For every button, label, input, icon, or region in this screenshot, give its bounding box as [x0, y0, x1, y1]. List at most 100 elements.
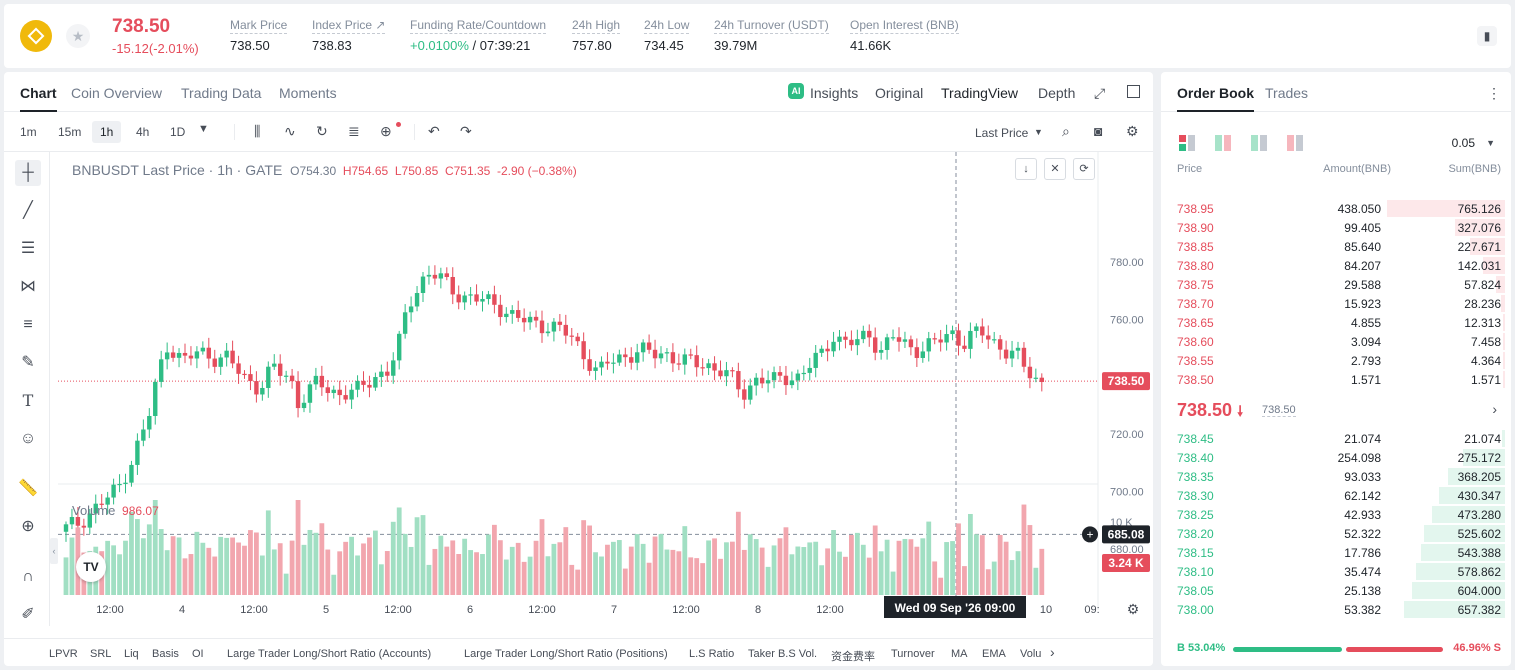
fib-tool-icon[interactable]: ≡: [23, 316, 33, 333]
volume-bar: [962, 566, 967, 595]
ask-row[interactable]: 738.95 438.050 765.126: [1177, 199, 1505, 218]
tab-trading-data[interactable]: Trading Data: [181, 85, 262, 101]
camera-icon[interactable]: ◙: [1094, 123, 1103, 139]
indicator-item[interactable]: LPVR: [49, 648, 78, 660]
indicator-item[interactable]: EMA: [982, 648, 1006, 660]
chevron-right-icon[interactable]: ›: [1492, 401, 1497, 417]
tab-tradingview[interactable]: TradingView: [941, 85, 1019, 101]
interval-1m[interactable]: 1m: [20, 125, 37, 139]
indicators-icon[interactable]: ∿: [284, 123, 296, 139]
bid-row[interactable]: 738.20 52.322 525.602: [1177, 524, 1505, 543]
bid-row[interactable]: 738.15 17.786 543.388: [1177, 543, 1505, 562]
book-icon[interactable]: ▮: [1477, 26, 1497, 46]
add-alert-icon: [1082, 526, 1098, 543]
collapse-toolbar-icon[interactable]: ‹: [50, 538, 58, 564]
indicator-item[interactable]: 资金费率: [831, 651, 875, 663]
layout-square-icon[interactable]: [1127, 85, 1140, 98]
ask-row[interactable]: 738.50 1.571 1.571: [1177, 370, 1505, 389]
tab-coin-overview[interactable]: Coin Overview: [71, 85, 163, 101]
interval-1d[interactable]: 1D: [170, 125, 186, 139]
trendline-tool-icon[interactable]: ╱: [23, 202, 33, 219]
indicator-item[interactable]: Liq: [124, 648, 139, 660]
scroll-down-icon[interactable]: ↓: [1015, 158, 1037, 180]
tab-insights[interactable]: Insights: [810, 85, 859, 101]
favorite-star-icon[interactable]: ★: [66, 24, 90, 48]
candle-type-icon[interactable]: ⫼: [254, 123, 261, 139]
ask-row[interactable]: 738.75 29.588 57.824: [1177, 275, 1505, 294]
precision-select[interactable]: 0.05: [1451, 136, 1475, 150]
ask-row[interactable]: 738.55 2.793 4.364: [1177, 351, 1505, 370]
bid-row[interactable]: 738.30 62.142 430.347: [1177, 486, 1505, 505]
bid-row[interactable]: 738.10 35.474 578.862: [1177, 562, 1505, 581]
emoji-tool-icon[interactable]: ☺: [19, 430, 37, 447]
templates-icon[interactable]: ≣: [348, 123, 360, 139]
crosshair-tool-icon[interactable]: ┼: [15, 160, 41, 186]
indicator-next-icon[interactable]: ›: [1050, 644, 1055, 660]
indicator-item[interactable]: Large Trader Long/Short Ratio (Positions…: [464, 648, 668, 660]
indicator-item[interactable]: Large Trader Long/Short Ratio (Accounts): [227, 648, 432, 660]
indicator-item[interactable]: MA: [951, 648, 968, 660]
price-type-chevron-icon[interactable]: ▼: [1034, 127, 1043, 137]
tab-depth[interactable]: Depth: [1038, 85, 1076, 101]
ask-row[interactable]: 738.70 15.923 28.236: [1177, 294, 1505, 313]
bid-row[interactable]: 738.45 21.074 21.074: [1177, 429, 1505, 448]
price-type-select[interactable]: Last Price: [975, 126, 1029, 140]
search-icon[interactable]: ⌕: [1062, 123, 1070, 139]
pencil-lock-icon[interactable]: ✐: [21, 606, 35, 623]
interval-15m[interactable]: 15m: [58, 125, 82, 139]
indicator-item[interactable]: OI: [192, 648, 204, 660]
redo-icon[interactable]: ↷: [460, 123, 472, 139]
indicator-item[interactable]: SRL: [90, 648, 112, 660]
text-tool-icon[interactable]: T: [22, 391, 34, 410]
collapse-icon[interactable]: ✕: [1044, 158, 1066, 180]
view-both-icon[interactable]: [1179, 135, 1195, 151]
ask-row[interactable]: 738.60 3.094 7.458: [1177, 332, 1505, 351]
fullscreen-toggle-icon[interactable]: ⟳: [1073, 158, 1095, 180]
settings-gear-icon[interactable]: ⚙: [1126, 123, 1139, 139]
indicator-item[interactable]: L.S Ratio: [689, 648, 735, 660]
zoom-tool-icon[interactable]: ⊕: [21, 518, 35, 535]
stat-24h-high: 24h High 757.80: [572, 18, 621, 53]
view-bids-icon[interactable]: [1251, 135, 1267, 151]
candle-body: [825, 348, 830, 352]
bid-row[interactable]: 738.35 93.033 368.205: [1177, 467, 1505, 486]
tab-trades[interactable]: Trades: [1265, 85, 1309, 101]
brush-tool-icon[interactable]: ✎: [21, 354, 35, 371]
tab-order-book[interactable]: Order Book: [1177, 85, 1255, 112]
interval-dropdown-icon[interactable]: ▼: [198, 123, 209, 135]
precision-chevron-icon[interactable]: ▼: [1486, 138, 1495, 148]
tab-original[interactable]: Original: [875, 85, 924, 101]
stat-index-price[interactable]: Index Price ↗ 738.83: [312, 18, 386, 53]
indicator-item[interactable]: Turnover: [891, 648, 935, 660]
interval-4h[interactable]: 4h: [136, 125, 150, 139]
volume-bar: [819, 565, 825, 595]
bid-row[interactable]: 738.00 53.382 657.382: [1177, 600, 1505, 619]
ask-row[interactable]: 738.80 84.207 142.031: [1177, 256, 1505, 275]
view-bids-alt-icon[interactable]: [1215, 135, 1231, 151]
ask-row[interactable]: 738.90 99.405 327.076: [1177, 218, 1505, 237]
bid-row[interactable]: 738.05 25.138 604.000: [1177, 581, 1505, 600]
view-asks-icon[interactable]: [1287, 135, 1303, 151]
ask-row[interactable]: 738.65 4.855 12.313: [1177, 313, 1505, 332]
replay-icon[interactable]: ↻: [316, 123, 328, 139]
bid-row[interactable]: 738.25 42.933 473.280: [1177, 505, 1505, 524]
pattern-tool-icon[interactable]: ⋈: [20, 278, 36, 295]
tab-chart[interactable]: Chart: [20, 85, 57, 112]
magnet-tool-icon[interactable]: ∩: [22, 568, 34, 585]
interval-1h[interactable]: 1h: [92, 121, 122, 143]
undo-icon[interactable]: ↶: [428, 123, 440, 139]
ask-row[interactable]: 738.85 85.640 227.671: [1177, 237, 1505, 256]
indicator-item[interactable]: Volu: [1020, 648, 1042, 660]
more-menu-icon[interactable]: ⋮: [1487, 85, 1501, 101]
horizontal-lines-tool-icon[interactable]: ☰: [20, 240, 36, 257]
alert-add-icon[interactable]: ⊕: [380, 123, 392, 139]
expand-icon[interactable]: ⤢: [1094, 85, 1106, 101]
volume-bar: [551, 543, 557, 595]
bid-row[interactable]: 738.40 254.098 275.172: [1177, 448, 1505, 467]
tab-moments[interactable]: Moments: [279, 85, 337, 101]
indicator-item[interactable]: Taker B.S Vol.: [748, 648, 818, 660]
volume-bar: [593, 552, 598, 595]
indicator-item[interactable]: Basis: [152, 648, 179, 660]
ruler-tool-icon[interactable]: 📏: [18, 480, 38, 497]
